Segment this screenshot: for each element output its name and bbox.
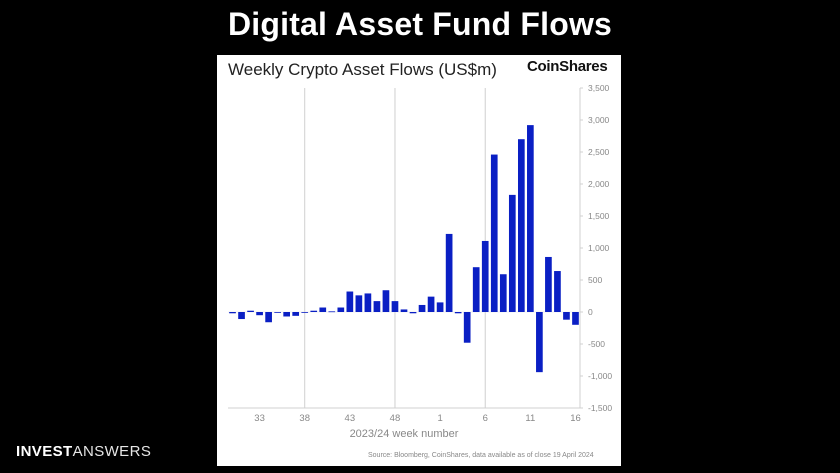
y-tick-label: 2,500	[588, 147, 610, 157]
page-title: Digital Asset Fund Flows	[227, 6, 613, 42]
bar-week-5	[472, 267, 480, 312]
coinshares-logo: CoinShares	[527, 58, 608, 75]
bar-week-6	[481, 240, 489, 312]
y-tick-label: 2,000	[588, 179, 610, 189]
x-tick-label: 38	[299, 413, 310, 424]
bar-week-34	[265, 312, 272, 323]
bar-week-4	[463, 312, 471, 343]
bar-week-51	[418, 304, 426, 312]
x-tick-label: 16	[570, 413, 581, 424]
bar-week-9	[508, 194, 516, 312]
y-tick-label: -1,000	[588, 371, 612, 381]
x-tick-label: 6	[483, 413, 488, 424]
y-tick-label: 1,500	[588, 211, 610, 221]
bar-week-48	[391, 301, 399, 312]
bar-week-30	[229, 312, 236, 314]
bar-week-35	[274, 312, 281, 313]
bar-week-3	[454, 312, 462, 314]
bar-week-42	[337, 307, 345, 312]
bar-week-7	[490, 154, 498, 312]
bar-week-38	[301, 312, 309, 313]
bar-week-8	[499, 274, 507, 312]
x-tick-label: 43	[345, 413, 356, 424]
y-tick-label: 3,000	[588, 115, 610, 125]
bar-week-39	[310, 310, 318, 312]
bar-week-37	[292, 312, 300, 316]
y-tick-label: -1,500	[588, 403, 612, 413]
y-tick-label: 1,000	[588, 243, 610, 253]
chart-panel: -1,500 -1,000 -500 0 500 1,000 1,500 2,000 2,500…	[217, 55, 621, 466]
x-tick-label: 1	[437, 413, 442, 424]
x-axis-label: 2023/24 week number	[350, 428, 459, 440]
bar-week-12	[536, 312, 543, 373]
bar-week-50	[409, 312, 417, 314]
bar-week-45	[364, 293, 372, 312]
y-tick-label: -500	[588, 339, 605, 349]
bar-week-33	[256, 312, 263, 316]
bar-week-13	[545, 256, 552, 312]
x-tick-label: 11	[525, 413, 535, 424]
bar-week-16	[572, 312, 579, 325]
footer-brand-light: ANSWERS	[72, 443, 152, 460]
weekly-flows-chart: -1,500 -1,000 -500 0 500 1,000 1,500 2,000 2,500…	[228, 83, 612, 440]
bar-week-15	[563, 312, 570, 320]
bar-week-44	[355, 295, 363, 312]
bar-week-10	[517, 139, 525, 312]
bar-week-36	[283, 312, 291, 317]
bar-week-52	[427, 296, 435, 312]
bar-week-2	[445, 233, 453, 312]
y-tick-label: 500	[588, 275, 602, 285]
x-tick-label: 48	[390, 413, 401, 424]
bar-week-31	[238, 312, 245, 320]
chart-title: Weekly Crypto Asset Flows (US$m)	[228, 60, 497, 79]
bar-week-41	[328, 311, 336, 313]
bar-week-47	[382, 290, 390, 312]
bar-week-40	[319, 307, 327, 312]
bar-week-32	[247, 310, 254, 312]
bar-week-43	[346, 291, 354, 312]
y-tick-label: 3,500	[588, 83, 610, 93]
bar-week-49	[400, 309, 408, 312]
y-tick-label: 0	[588, 307, 593, 317]
bar-week-46	[373, 301, 381, 312]
bar-week-1	[436, 302, 444, 312]
footer-brand-bold: INVEST	[16, 443, 73, 460]
bar-week-11	[527, 125, 534, 313]
bar-week-14	[554, 271, 561, 312]
x-tick-label: 33	[254, 413, 265, 424]
source-note: Source: Bloomberg, CoinShares, data avai…	[368, 452, 594, 459]
investanswers-logo: INVESTANSWERS	[16, 443, 151, 460]
